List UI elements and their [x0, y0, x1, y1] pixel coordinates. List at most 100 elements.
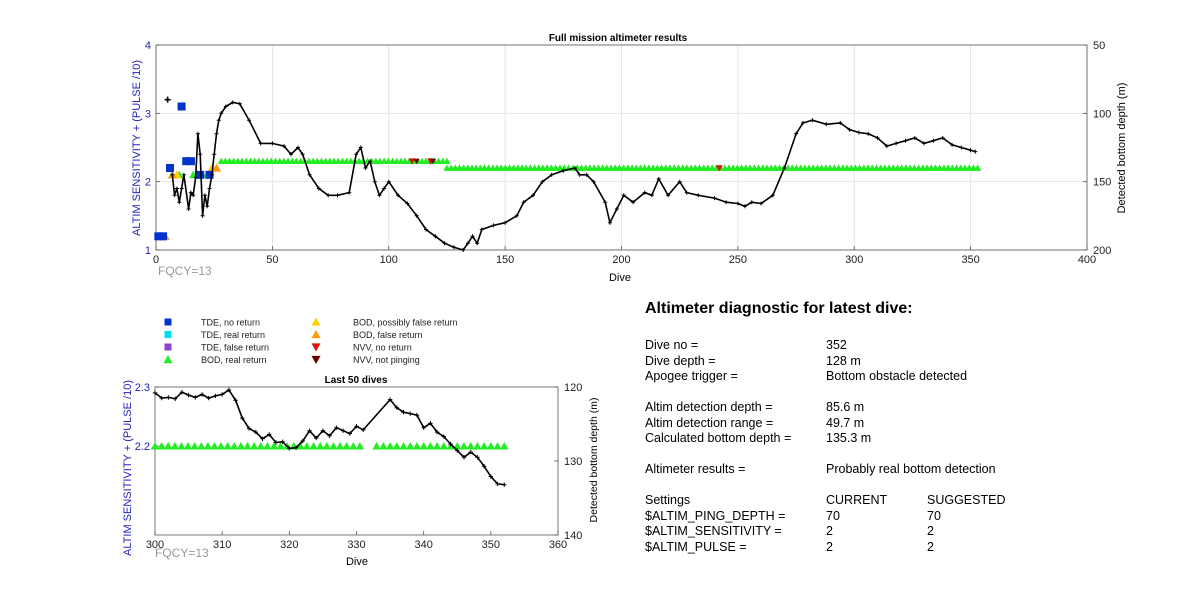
bottom-depth-point — [794, 131, 799, 136]
bod-real-return-marker — [177, 442, 186, 450]
bottom-depth-point — [372, 179, 377, 184]
bod-real-return-marker — [316, 442, 325, 450]
y-right-tick-label: 200 — [1093, 245, 1111, 257]
bottom-depth-point — [414, 213, 419, 218]
bottom-depth-point — [152, 390, 158, 396]
tde-no-return-marker — [158, 232, 167, 241]
bottom-depth-point — [293, 445, 299, 450]
bod-real-return-marker — [203, 442, 213, 450]
bottom-depth-point — [340, 428, 346, 433]
bottom-depth-point — [377, 193, 382, 198]
bottom-depth-point — [361, 427, 366, 433]
bottom-depth-point — [495, 481, 500, 487]
diag-value: 135.3 m — [826, 431, 872, 445]
bod-real-return-marker — [379, 442, 388, 450]
bottom-depth-point — [631, 200, 636, 205]
bottom-depth-point — [186, 392, 191, 398]
bod-real-return-marker — [230, 442, 239, 450]
bottom-depth-point — [172, 193, 177, 198]
bottom-chart-ylabel: ALTIM SENSITIVITY + (PULSE /10) — [122, 380, 134, 556]
bod-real-return-marker — [269, 442, 279, 450]
bod-real-return-marker — [479, 442, 489, 450]
bottom-depth-point — [468, 449, 473, 455]
nvv-no-return-marker — [715, 165, 723, 172]
nvv-not-pinging-marker — [413, 158, 420, 165]
diag-label: Calculated bottom depth = — [645, 431, 792, 445]
bottom-depth-point — [260, 436, 265, 441]
bod-real-return-marker — [197, 442, 206, 450]
bottom-depth-point — [428, 421, 433, 426]
bottom-depth-point — [894, 141, 899, 146]
legend-triangle-up-icon — [311, 330, 321, 339]
altimeter-diagnostic-panel: Altimeter diagnostic for latest dive: Di… — [645, 300, 1165, 555]
bottom-depth-point — [258, 141, 263, 146]
bottom-depth-point — [368, 159, 373, 164]
bod-real-return-marker — [974, 164, 982, 171]
bottom-depth-point — [347, 431, 352, 436]
bottom-depth-point — [521, 200, 526, 205]
bottom-chart-fqcy-annotation: FQCY=13 — [155, 546, 209, 560]
bottom-depth-point — [188, 190, 193, 195]
legend-square-icon — [164, 318, 172, 326]
bottom-depth-point — [296, 145, 300, 150]
bottom-depth-point — [207, 186, 212, 191]
bottom-depth-point — [280, 439, 285, 444]
bottom-depth-point — [884, 144, 889, 149]
diag-value: 352 — [826, 338, 847, 352]
bottom-depth-point — [465, 241, 470, 246]
bottom-depth-point — [386, 179, 391, 184]
diag-label: Altim detection depth = — [645, 400, 773, 414]
setting-label: $ALTIM_PULSE = — [645, 539, 747, 554]
bod-real-return-marker — [329, 442, 338, 450]
tde-no-return-marker — [205, 170, 214, 179]
bod-false-marker — [212, 163, 222, 172]
bod-real-return-marker — [473, 442, 482, 450]
bod-real-return-marker — [190, 442, 199, 450]
legend-triangle-down-icon — [311, 355, 321, 364]
setting-current: 70 — [826, 508, 840, 523]
bottom-depth-point — [173, 396, 178, 401]
bottom-depth-point — [327, 433, 332, 438]
diag-row-calculated-bottom-depth: Calculated bottom depth = 135.3 m — [645, 431, 1165, 447]
bottom-depth-point — [931, 138, 936, 143]
bottom-depth-point — [903, 138, 908, 143]
bottom-depth-point — [237, 101, 242, 106]
bottom-depth-point — [724, 200, 729, 205]
bottom-depth-point — [441, 434, 446, 439]
settings-label: Settings — [645, 493, 691, 507]
bottom-depth-point — [408, 411, 413, 416]
bottom-depth-point — [314, 435, 319, 441]
bottom-depth-point — [193, 395, 198, 400]
top-chart-title: Full mission altimeter results — [549, 33, 688, 44]
tde-no-return-marker — [182, 157, 191, 166]
legend-triangle-up-icon — [311, 317, 321, 326]
bottom-depth-point — [179, 186, 184, 191]
bottom-depth-point — [206, 395, 211, 401]
bottom-depth-point — [396, 193, 401, 198]
bottom-depth-point — [354, 152, 359, 157]
bod-real-return-marker — [493, 442, 502, 450]
tde-no-return-marker — [165, 164, 174, 172]
x-tick-label: 300 — [845, 254, 863, 266]
x-tick-label: 300 — [146, 539, 164, 551]
bottom-depth-point — [607, 220, 612, 225]
bottom-depth-point — [193, 175, 198, 180]
bod-real-return-marker — [459, 442, 469, 450]
bod-real-return-marker — [342, 442, 351, 450]
y-right-tick-label: 50 — [1093, 40, 1105, 52]
bod-real-return-marker — [419, 442, 428, 450]
bottom-depth-point — [382, 186, 387, 191]
diag-label: Dive no = — [645, 338, 699, 352]
bod-real-return-marker — [164, 442, 173, 450]
bottom-depth-point — [577, 172, 582, 177]
bod-real-return-marker — [486, 442, 496, 450]
bottom-depth-point — [684, 190, 689, 195]
bod-real-return-marker — [216, 442, 226, 450]
bottom-depth-point — [875, 135, 880, 140]
bottom-depth-point — [219, 111, 224, 116]
bottom-depth-point — [289, 152, 293, 157]
bottom-depth-point — [433, 234, 438, 239]
bottom-depth-point — [503, 220, 508, 225]
x-tick-label: 400 — [1078, 254, 1096, 266]
diag-row-altimeter-results: Altimeter results = Probably real bottom… — [645, 462, 1165, 478]
